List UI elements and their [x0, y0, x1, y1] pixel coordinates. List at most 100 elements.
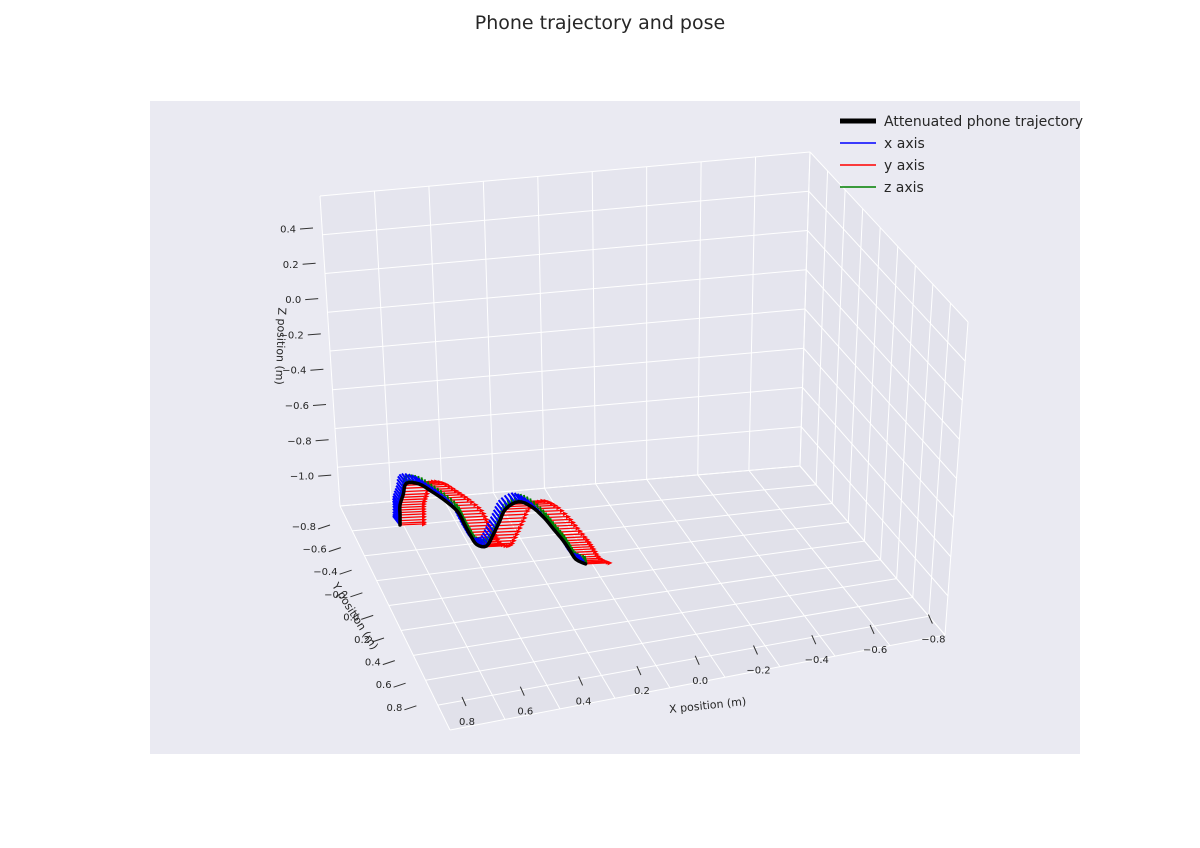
trajectory-line [398, 480, 588, 566]
x-tick-label: −0.2 [746, 666, 770, 677]
grid-line [595, 483, 726, 678]
z-tick-label: −0.6 [285, 401, 309, 412]
pose-y-arrowhead [460, 492, 466, 498]
pose-y-arrowhead [566, 514, 571, 520]
grid-line [492, 492, 616, 699]
pose-y-arrowhead [521, 519, 527, 524]
z-tick-label: 0.4 [280, 225, 296, 236]
z-tick-label: 0.2 [283, 260, 299, 271]
x-tick [694, 655, 700, 666]
pose-y-arrowhead [473, 502, 479, 508]
z-tick-label: −0.4 [282, 366, 306, 377]
back-pane [320, 152, 810, 506]
data-layer [391, 472, 613, 566]
y-tick [371, 637, 385, 643]
pose-y-arrowhead [593, 549, 599, 554]
legend-trajectory-label: Attenuated phone trajectory [884, 114, 1083, 130]
pose-y-arrowhead [454, 488, 459, 494]
pose-x-axis [495, 502, 505, 513]
x-tick-label: 0.8 [459, 717, 475, 728]
z-tick-label: 0.0 [285, 295, 301, 306]
x-tick-label: 0.0 [692, 676, 708, 687]
pose-y-axis [399, 508, 422, 511]
y-tick-label: 0.8 [386, 703, 402, 714]
pose-x-axis [500, 496, 510, 508]
grid-lines [319, 151, 969, 731]
legend-x-axis-label: x axis [884, 136, 925, 152]
y-tick [328, 547, 341, 553]
pose-y-axis [495, 527, 519, 530]
pose-y-axis [499, 520, 522, 523]
pose-y-arrowhead [559, 508, 565, 514]
z-tick-label: −0.2 [280, 330, 304, 341]
tick-marks: 0.4 0.2 0.0 −0.2 −0.4 −0.6 −0.8 −1.0 −0.8 −0.6 −0.… [280, 225, 946, 729]
x-tick [519, 686, 525, 696]
grid-line [332, 347, 804, 391]
grid-line [804, 308, 957, 479]
legend: Attenuated phone trajectory x axis y axi… [840, 114, 1083, 196]
pose-y-axis [399, 518, 423, 522]
grid-line [449, 634, 946, 731]
pose-y-arrowhead [450, 486, 456, 492]
z-tick-label: −0.8 [287, 436, 311, 447]
pose-y-axis [486, 544, 509, 547]
pose-y-arrowhead [590, 544, 596, 550]
grid-line [327, 269, 807, 313]
x-tick [753, 645, 758, 655]
pose-y-arrowhead [594, 551, 600, 557]
pose-y-axis [399, 513, 423, 516]
grid-line [425, 596, 913, 681]
pose-y-arrowhead [483, 514, 489, 519]
z-tick [299, 227, 314, 230]
x-tick-label: 0.6 [517, 707, 533, 718]
grid-line [334, 387, 803, 429]
pose-y-arrowhead [578, 529, 584, 534]
chart-title: Phone trajectory and pose [474, 12, 726, 34]
pose-y-axis [403, 489, 426, 493]
pose-y-arrowhead [463, 495, 469, 500]
pose-x-axis [478, 536, 488, 547]
grid-line [339, 505, 451, 731]
y-tick-label: −0.8 [292, 522, 316, 533]
grid-line [319, 151, 811, 197]
grid-line [805, 269, 960, 440]
grid-line [863, 227, 881, 542]
pose-y-arrowhead [553, 503, 559, 508]
y-tick [393, 682, 406, 688]
pose-y-axis [491, 536, 514, 540]
x-tick-label: −0.8 [921, 635, 945, 646]
pose-y-arrowhead [466, 497, 472, 502]
pose-y-arrowhead [571, 520, 576, 525]
grid-line [324, 230, 808, 274]
x-tick-label: −0.6 [863, 645, 887, 656]
grid-line [364, 503, 833, 557]
pose-y-arrowhead [479, 508, 485, 514]
grid-line [401, 559, 881, 631]
pose-y-axis [399, 503, 423, 506]
pose-y-axis [501, 513, 525, 516]
grid-line [803, 347, 954, 518]
y-tick-label: −0.4 [313, 567, 337, 578]
grid-line [928, 303, 951, 617]
pose-y-arrowhead [513, 535, 519, 541]
grid-line [437, 615, 929, 706]
pose-y-arrowhead [580, 532, 586, 537]
grid-line [912, 284, 934, 598]
pose-y-axis [399, 521, 423, 524]
pose-y-axis [497, 523, 520, 527]
x-tick [636, 665, 642, 676]
pose-y-arrowhead [470, 499, 476, 505]
pose-y-axis [492, 533, 515, 537]
pose-y-axis [399, 505, 422, 509]
pose-y-arrowhead [522, 515, 528, 521]
grid-line [944, 321, 969, 636]
pose-y-arrowhead [563, 511, 569, 517]
pose-y-axis [459, 512, 482, 516]
pose-y-axis [401, 498, 424, 501]
pose-y-arrowhead [510, 541, 516, 546]
x-tick-label: 0.2 [634, 686, 650, 697]
pose-y-arrowhead [573, 523, 579, 528]
y-tick-label: 0.4 [365, 658, 381, 669]
pose-y-arrowhead [514, 532, 520, 537]
grid-line [697, 474, 836, 657]
